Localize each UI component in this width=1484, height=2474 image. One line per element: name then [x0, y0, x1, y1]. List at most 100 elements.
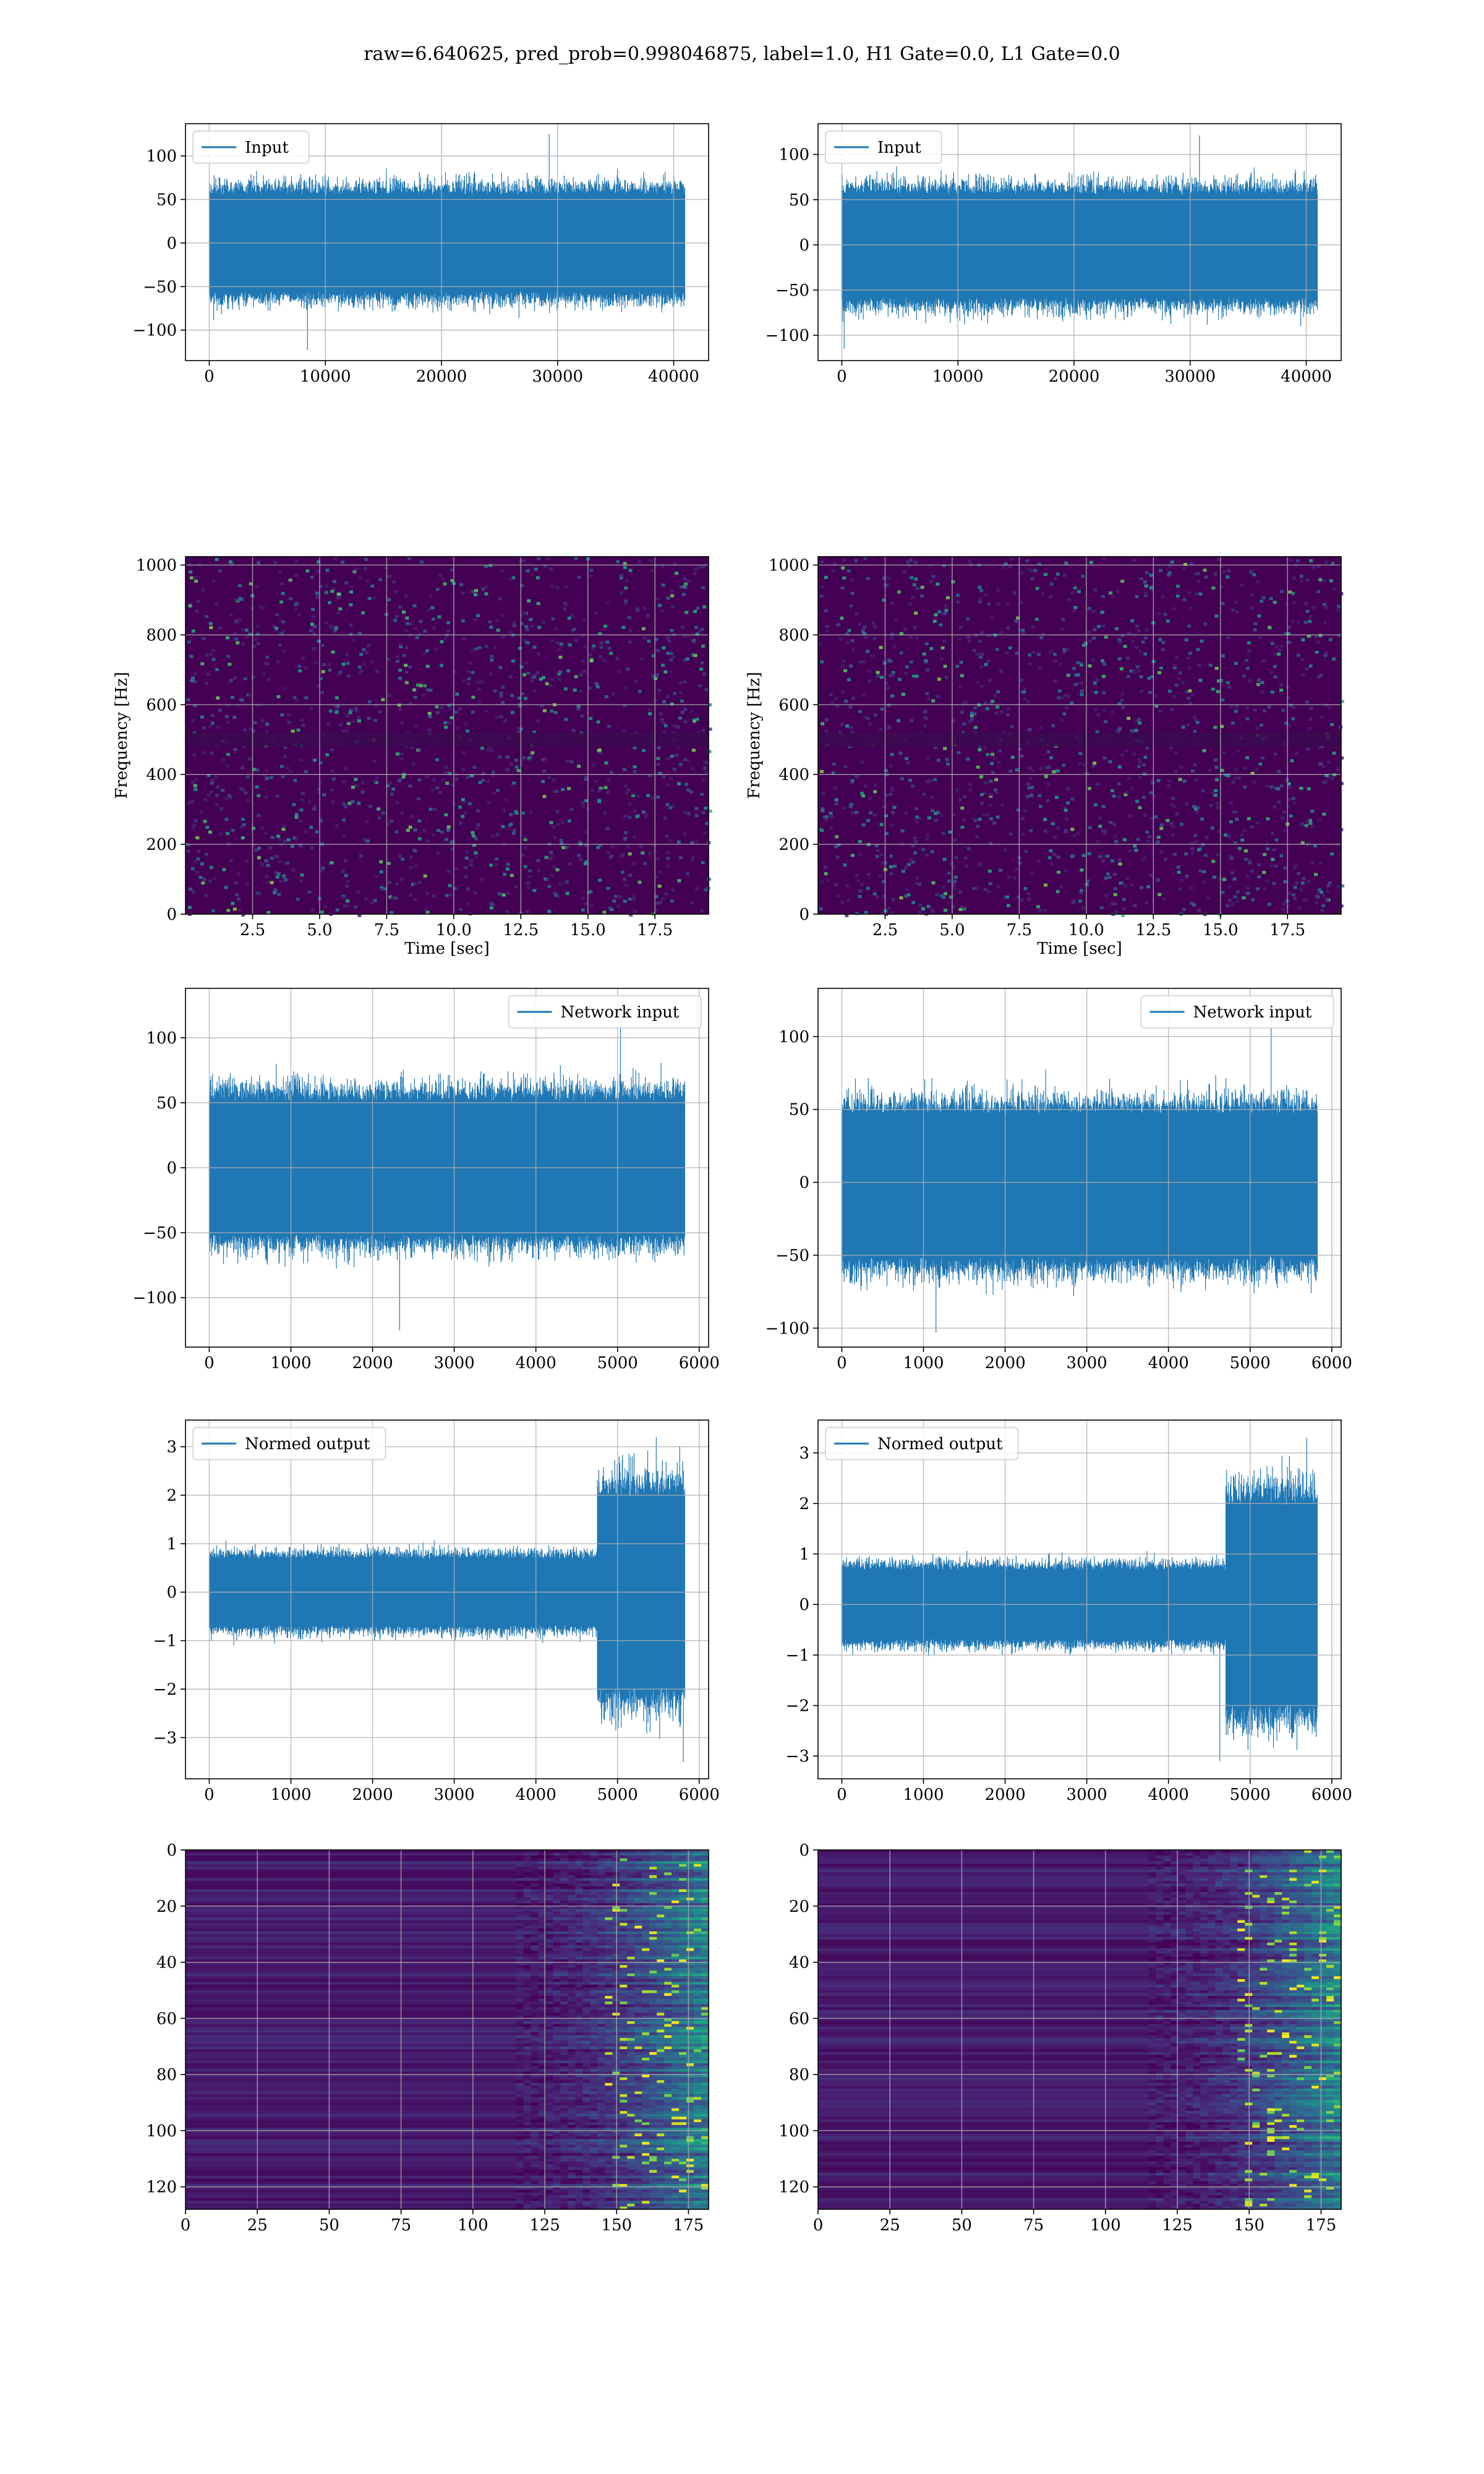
- y-tick-label: 1000: [136, 557, 177, 575]
- legend-label: Normed output: [245, 1435, 370, 1453]
- x-tick-label: 0: [204, 367, 215, 386]
- x-tick-label: 2000: [352, 1354, 393, 1372]
- x-tick-label: 3000: [434, 1786, 475, 1804]
- x-tick-label: 2.5: [240, 921, 265, 940]
- dark-band: [818, 732, 1341, 747]
- x-tick-label: 10.0: [1068, 921, 1104, 940]
- x-tick-label: 150: [601, 2216, 632, 2235]
- y-tick-label: 0: [166, 234, 177, 253]
- y-tick-label: −50: [775, 281, 809, 300]
- x-tick-label: 30000: [532, 367, 583, 386]
- y-tick-label: 0: [166, 1583, 177, 1602]
- x-tick-label: 6000: [679, 1786, 720, 1804]
- x-tick-label: 40000: [648, 367, 699, 386]
- legend: Normed output: [192, 1427, 386, 1460]
- y-tick-label: 0: [166, 1841, 177, 1860]
- x-tick-label: 15.0: [1203, 921, 1239, 940]
- legend: Network input: [508, 995, 702, 1029]
- x-tick-label: 10000: [932, 367, 984, 386]
- figure-title: raw=6.640625, pred_prob=0.998046875, lab…: [364, 43, 1120, 65]
- y-tick-label: 50: [156, 1094, 177, 1113]
- y-tick-label: 1: [799, 1545, 809, 1564]
- x-tick-label: 6000: [679, 1354, 720, 1372]
- y-tick-label: 100: [778, 1028, 809, 1047]
- legend-label: Normed output: [877, 1435, 1003, 1453]
- chart-normed-right: 0 1000 2000 3000 4000 5000 6000 −3 −2 −1 0 1 2 3 Norme…: [786, 1419, 1352, 1804]
- y-tick-label: −100: [765, 327, 809, 345]
- x-tick-label: 0: [837, 367, 847, 386]
- heatmap-image: [186, 557, 712, 917]
- chart-spectrogram-left: 2.5 5.0 7.5 10.0 12.5 15.0 17.5 0 200 400 600 800 10…: [113, 556, 712, 958]
- axes-frame: [817, 556, 1342, 915]
- x-tick-label: 0: [813, 2216, 824, 2235]
- x-tick-label: 7.5: [374, 921, 399, 940]
- y-tick-label: 0: [166, 905, 177, 924]
- x-tick-label: 1000: [903, 1786, 944, 1804]
- y-tick-label: 120: [146, 2178, 177, 2197]
- y-tick-label: 800: [778, 626, 809, 644]
- x-tick-label: 150: [1234, 2216, 1264, 2235]
- x-tick-label: 5000: [597, 1786, 638, 1804]
- y-tick-label: 2: [166, 1486, 177, 1505]
- x-tick-label: 12.5: [503, 921, 539, 940]
- dark-band: [186, 732, 709, 747]
- y-tick-label: −1: [786, 1646, 809, 1665]
- y-tick-label: 100: [778, 2122, 809, 2141]
- y-tick-label: 0: [799, 236, 809, 255]
- x-tick-label: 25: [880, 2216, 900, 2235]
- y-tick-label: 120: [778, 2178, 809, 2197]
- y-tick-label: −2: [153, 1680, 177, 1699]
- y-tick-label: 400: [778, 766, 809, 784]
- y-tick-label: 200: [146, 836, 177, 854]
- axes-frame: [185, 1849, 709, 2210]
- legend-label: Network input: [561, 1003, 680, 1022]
- y-tick-label: 80: [789, 2066, 809, 2084]
- x-tick-label: 3000: [1067, 1354, 1107, 1372]
- x-tick-label: 0: [181, 2216, 191, 2235]
- x-tick-label: 175: [1306, 2216, 1337, 2235]
- legend-label: Input: [245, 139, 289, 157]
- y-axis-label: Frequency [Hz]: [113, 672, 131, 799]
- x-tick-label: 1000: [270, 1354, 311, 1372]
- chart-features-right: 0 25 50 75 100 125 150 175 0 20 40 60 80 100 120: [778, 1841, 1342, 2235]
- y-tick-label: 50: [789, 191, 809, 210]
- legend-box: [192, 131, 310, 164]
- x-tick-label: 0: [837, 1354, 847, 1372]
- legend-box: [508, 995, 702, 1029]
- y-tick-label: 50: [789, 1101, 809, 1119]
- x-tick-label: 2.5: [872, 921, 898, 940]
- x-tick-label: 25: [247, 2216, 268, 2235]
- x-tick-label: 5.0: [939, 921, 965, 940]
- axes-frame: [817, 1849, 1342, 2210]
- y-tick-label: 0: [799, 1596, 809, 1614]
- axes-frame: [185, 556, 709, 915]
- series-core: [842, 1134, 1318, 1235]
- y-tick-label: 1: [166, 1535, 177, 1554]
- x-tick-label: 3000: [1067, 1786, 1107, 1804]
- heatmap-image: [186, 1850, 709, 2210]
- legend-label: Network input: [1193, 1003, 1312, 1022]
- y-tick-label: 40: [156, 1954, 177, 1972]
- y-tick-label: 600: [778, 696, 809, 714]
- y-tick-label: −100: [133, 1289, 177, 1308]
- chart-input-left: 0 10000 20000 30000 40000 −100 −50 0 50 100 Input: [133, 123, 709, 386]
- x-tick-label: 1000: [903, 1354, 944, 1372]
- y-tick-label: −50: [143, 1224, 177, 1243]
- y-tick-label: 100: [146, 1029, 177, 1048]
- x-tick-label: 10.0: [436, 921, 472, 940]
- legend-box: [825, 131, 942, 164]
- x-tick-label: 3000: [434, 1354, 475, 1372]
- y-tick-label: −2: [786, 1697, 809, 1716]
- y-tick-label: 50: [156, 191, 177, 210]
- x-tick-label: 7.5: [1007, 921, 1032, 940]
- y-tick-label: 0: [166, 1159, 177, 1178]
- x-tick-label: 10000: [300, 367, 351, 386]
- x-tick-label: 0: [837, 1786, 847, 1804]
- x-tick-label: 15.0: [570, 921, 606, 940]
- x-tick-label: 20000: [1049, 367, 1100, 386]
- y-tick-label: 1000: [769, 557, 809, 575]
- y-tick-label: −100: [765, 1319, 809, 1338]
- chart-network-left: 0 1000 2000 3000 4000 5000 6000 −100 −50 0 50 100 Ne…: [133, 988, 720, 1372]
- y-tick-label: −1: [153, 1632, 177, 1651]
